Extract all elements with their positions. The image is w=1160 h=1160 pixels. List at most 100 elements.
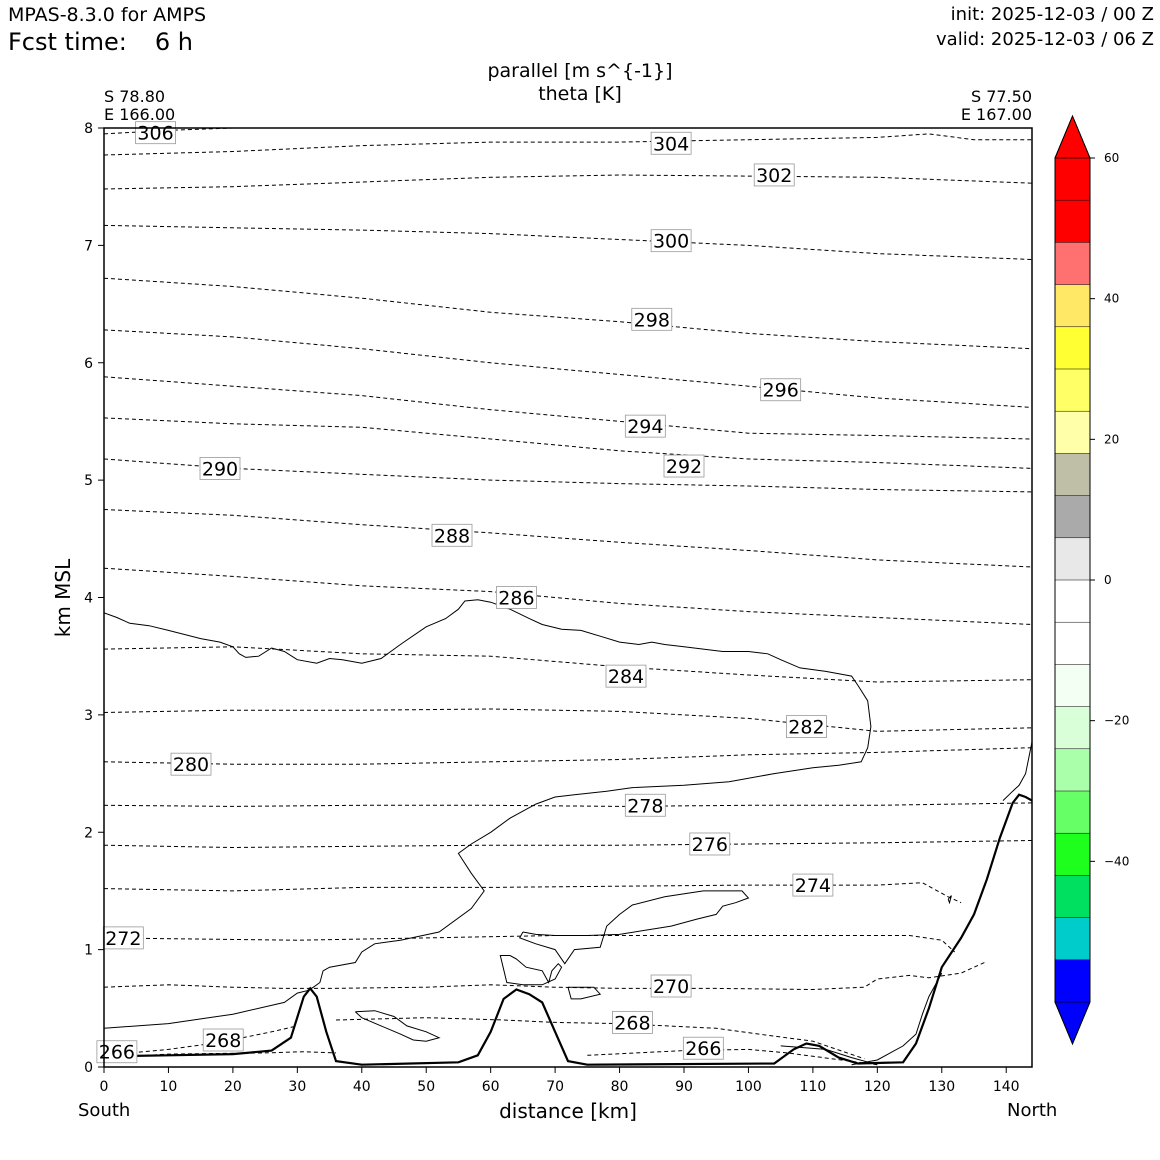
direction-north-label: North bbox=[1007, 1100, 1058, 1121]
contour-label-box bbox=[631, 307, 673, 331]
contour-labels: 266 2662682682702722742762782802822842862… bbox=[96, 121, 834, 1064]
wind-zero-contour-1 bbox=[499, 955, 563, 986]
contour-label-274: 274 bbox=[792, 873, 834, 897]
y-tick-label: 5 bbox=[84, 473, 93, 489]
colorbar-segment bbox=[1055, 917, 1090, 960]
x-tick-label: 80 bbox=[611, 1079, 629, 1095]
contour-label-278: 278 bbox=[624, 793, 666, 817]
theta-contour-278 bbox=[104, 802, 1032, 807]
contour-label-text: 302 bbox=[756, 165, 792, 187]
theta-contour-288 bbox=[104, 509, 1032, 568]
contour-label-300: 300 bbox=[650, 229, 692, 253]
x-tick-label: 20 bbox=[224, 1079, 242, 1095]
contour-label-text: 296 bbox=[763, 380, 799, 402]
x-tick-label: 40 bbox=[353, 1079, 371, 1095]
contour-label-box bbox=[689, 832, 731, 856]
chart-title-line2: theta [K] bbox=[538, 83, 622, 105]
contour-label-text: 286 bbox=[498, 588, 534, 610]
contour-label-266: 266 bbox=[96, 1040, 138, 1064]
wind-zero-contour-2 bbox=[518, 890, 750, 965]
contour-label-text: 268 bbox=[614, 1012, 650, 1034]
y-tick-label: 1 bbox=[84, 943, 93, 959]
colorbar-segment bbox=[1055, 369, 1090, 412]
theta-contour-294 bbox=[104, 376, 1032, 440]
x-axis-label: distance [km] bbox=[499, 1099, 637, 1123]
theta-contour-284 bbox=[104, 646, 1032, 683]
colorbar-segment bbox=[1055, 537, 1090, 580]
x-tick-label: 30 bbox=[288, 1079, 306, 1095]
contour-label-box bbox=[650, 229, 692, 253]
right-endpoint-lon: E 167.00 bbox=[960, 105, 1032, 124]
colorbar-segment bbox=[1055, 875, 1090, 918]
contour-label-text: 266 bbox=[99, 1042, 135, 1064]
theta-contour-274 bbox=[104, 882, 962, 904]
theta-contour-300 bbox=[104, 224, 1032, 260]
contour-label-text: 292 bbox=[666, 456, 702, 478]
forecast-time: Fcst time: 6 h bbox=[8, 28, 193, 56]
theta-contour-266 bbox=[587, 1048, 878, 1066]
colorbar-segment bbox=[1055, 200, 1090, 243]
contour-label-text: 304 bbox=[653, 133, 689, 155]
wind-zero-contour-0 bbox=[104, 599, 872, 1029]
contour-label-270: 270 bbox=[650, 974, 692, 998]
contour-label-text: 278 bbox=[627, 795, 663, 817]
contour-label-box bbox=[135, 121, 176, 145]
theta-contour-306 bbox=[104, 128, 278, 135]
contour-label-text: 274 bbox=[795, 875, 831, 897]
colorbar-segment bbox=[1055, 748, 1090, 791]
wind-zero-contour-3 bbox=[354, 1010, 441, 1042]
contour-label-box bbox=[650, 974, 692, 998]
contour-label-box bbox=[760, 378, 802, 402]
left-endpoint-lon: E 166.00 bbox=[104, 105, 176, 124]
contour-label-304: 304 bbox=[650, 131, 692, 155]
init-time: init: 2025-12-03 / 00 Z bbox=[950, 4, 1154, 25]
colorbar-segment bbox=[1055, 284, 1090, 327]
x-tick-label: 70 bbox=[546, 1079, 564, 1095]
contour-label-box bbox=[605, 664, 647, 688]
theta-contour-280 bbox=[104, 747, 1032, 765]
contour-label-box bbox=[624, 414, 666, 438]
theta-contour-302 bbox=[104, 174, 1032, 190]
contour-label-text: 276 bbox=[692, 834, 728, 856]
colorbar-segment bbox=[1055, 242, 1090, 285]
wind-zero-contour-6 bbox=[1002, 741, 1032, 801]
theta-contour-268 bbox=[104, 1025, 298, 1056]
colorbar-tick-label: −20 bbox=[1104, 714, 1129, 728]
x-tick-label: 110 bbox=[800, 1079, 827, 1095]
contour-label-box bbox=[682, 1036, 724, 1060]
contour-label-text: 290 bbox=[202, 458, 238, 480]
contour-label-298: 298 bbox=[631, 307, 673, 331]
x-tick-label: 100 bbox=[735, 1079, 762, 1095]
colorbar-tick-label: −40 bbox=[1104, 854, 1129, 868]
colorbar: 60 40 20 0 −20 −40 bbox=[1054, 114, 1129, 1046]
model-name: MPAS-8.3.0 for AMPS bbox=[8, 4, 207, 26]
contour-label-text: 280 bbox=[173, 754, 209, 776]
contour-label-box bbox=[650, 131, 692, 155]
contour-label-text: 282 bbox=[788, 717, 824, 739]
colorbar-segment bbox=[1055, 495, 1090, 538]
theta-contour-304 bbox=[104, 133, 1032, 156]
plot-axes: 0 10 20 30 40 50 60 70 80 90 100 110 120 130 140 0 1 2 3 4 5… bbox=[51, 121, 1033, 1123]
contour-label-296: 296 bbox=[760, 378, 802, 402]
colorbar-tick-label: 20 bbox=[1104, 432, 1119, 446]
colorbar-segment bbox=[1055, 411, 1090, 454]
contour-label-266: 266 bbox=[682, 1036, 724, 1060]
y-tick-label: 8 bbox=[84, 121, 93, 137]
colorbar-tick-label: 60 bbox=[1104, 151, 1119, 165]
contour-label-284: 284 bbox=[605, 664, 647, 688]
left-endpoint-lat: S 78.80 bbox=[104, 87, 166, 106]
wind-zero-contour-7 bbox=[780, 1045, 878, 1066]
contour-label-box bbox=[199, 456, 241, 480]
contour-label-text: 270 bbox=[653, 976, 689, 998]
x-tick-label: 50 bbox=[417, 1079, 435, 1095]
x-tick-label: 140 bbox=[993, 1079, 1020, 1095]
colorbar-segment bbox=[1055, 453, 1090, 496]
contour-label-286: 286 bbox=[496, 586, 537, 610]
contour-label-box bbox=[753, 163, 795, 187]
colorbar-extend-high bbox=[1054, 114, 1091, 159]
contour-label-text: 272 bbox=[105, 928, 141, 950]
forecast-time-label: Fcst time: bbox=[8, 28, 127, 56]
theta-contour-292 bbox=[104, 417, 1032, 469]
x-tick-label: 120 bbox=[864, 1079, 891, 1095]
forecast-time-value: 6 h bbox=[154, 28, 193, 56]
